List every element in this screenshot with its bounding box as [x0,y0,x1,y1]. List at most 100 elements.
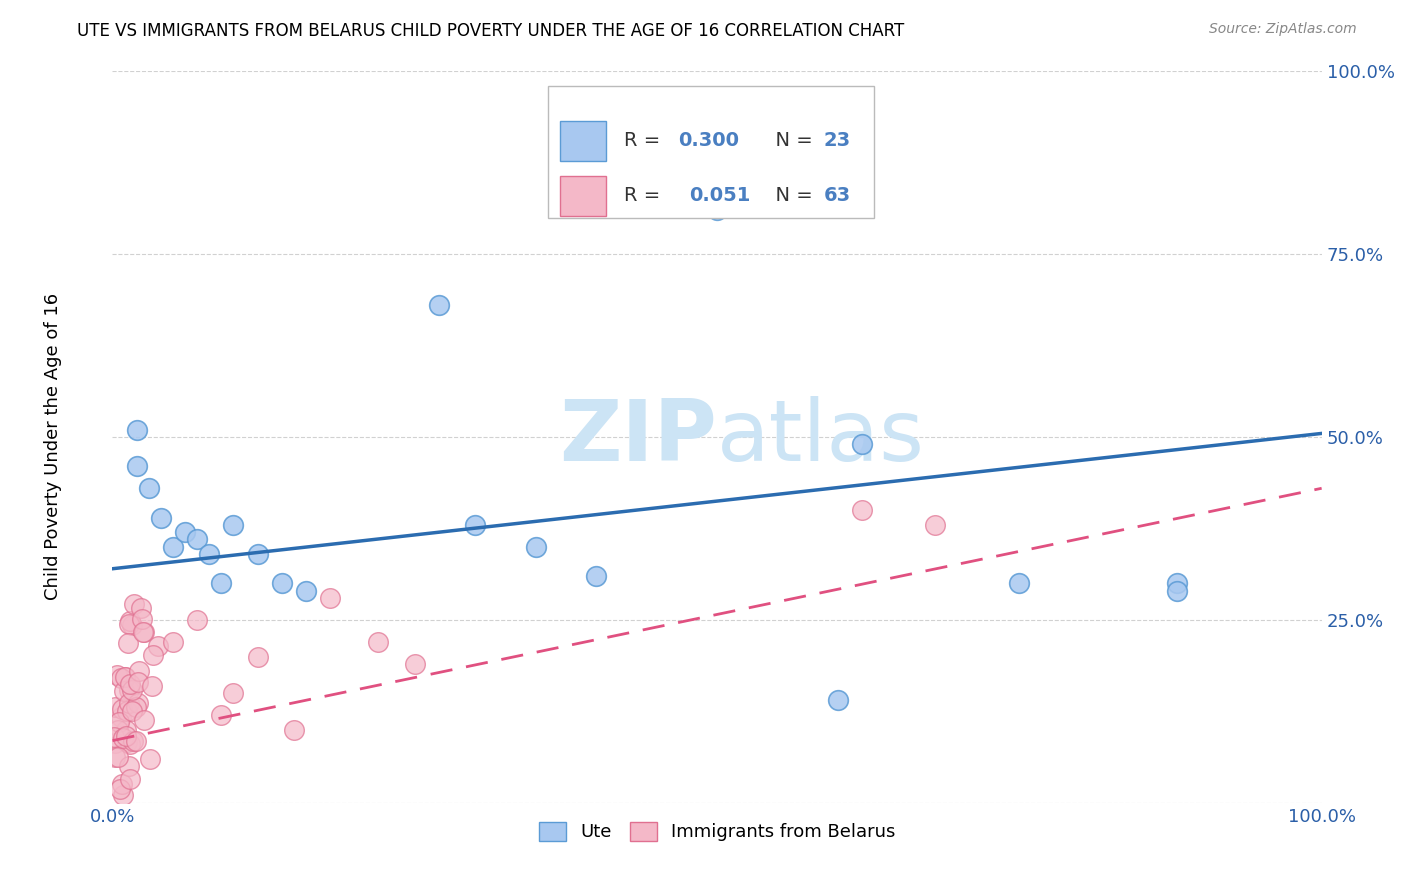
Point [162,635,184,649]
Text: Source: ZipAtlas.com: Source: ZipAtlas.com [1209,22,1357,37]
Point [121,704,143,718]
Point [104,700,127,714]
FancyBboxPatch shape [560,176,606,216]
Point [209,708,232,723]
Point [295,583,318,598]
Point [128,664,150,678]
Point [706,203,728,218]
Point [141,679,163,693]
Text: 23: 23 [824,131,851,151]
Point [149,510,172,524]
Point [186,613,208,627]
Point [115,723,138,738]
Point [107,714,129,729]
Point [367,635,389,649]
Point [142,648,165,663]
Point [107,750,129,764]
Point [114,670,136,684]
Point [104,750,127,764]
Point [115,735,138,749]
Point [110,709,132,723]
Point [125,459,148,474]
Point [125,423,148,437]
Point [131,612,153,626]
Point [246,649,269,664]
Point [107,723,129,738]
Point [118,759,141,773]
Point [118,683,141,698]
Point [127,675,149,690]
FancyBboxPatch shape [560,120,606,161]
Point [464,517,486,532]
Point [222,686,245,700]
Point [118,772,141,787]
Point [117,704,139,718]
Point [146,639,169,653]
Point [121,683,143,698]
Point [103,730,125,744]
Point [246,547,269,561]
Point [108,781,131,796]
Point [139,752,162,766]
Point [111,731,134,745]
Point [118,677,141,691]
Point [121,617,143,632]
FancyBboxPatch shape [548,86,875,218]
Text: Child Poverty Under the Age of 16: Child Poverty Under the Age of 16 [45,293,62,599]
Point [1008,576,1031,591]
Point [115,729,138,743]
Point [125,699,148,714]
Point [117,616,139,631]
Point [114,670,136,684]
Point [162,540,184,554]
Text: atlas: atlas [717,395,925,479]
Point [117,636,139,650]
Point [270,576,292,591]
Point [198,547,221,561]
Point [209,576,232,591]
Point [127,697,149,711]
Point [104,736,127,750]
Text: 0.051: 0.051 [689,186,751,205]
Point [118,696,141,710]
Point [134,713,156,727]
Point [111,702,134,716]
Text: R =: R = [624,186,672,205]
Point [129,601,152,615]
Point [125,734,148,748]
Point [112,683,135,698]
Text: N =: N = [763,131,820,151]
Point [1166,583,1188,598]
Point [105,668,128,682]
Point [138,481,160,495]
Text: 0.300: 0.300 [678,131,740,151]
Point [132,625,155,640]
Point [827,693,849,707]
Point [110,671,132,685]
Point [111,777,134,791]
Text: UTE VS IMMIGRANTS FROM BELARUS CHILD POVERTY UNDER THE AGE OF 16 CORRELATION CHA: UTE VS IMMIGRANTS FROM BELARUS CHILD POV… [77,22,904,40]
Point [524,540,547,554]
Text: N =: N = [763,186,820,205]
Legend: Ute, Immigrants from Belarus: Ute, Immigrants from Belarus [531,814,903,848]
Point [120,737,142,751]
Point [186,533,208,547]
Point [222,517,245,532]
Point [122,597,145,611]
Point [1166,576,1188,591]
Text: 63: 63 [824,186,851,205]
Point [851,503,873,517]
Point [118,614,141,628]
Point [404,657,426,671]
Point [122,734,145,748]
Point [585,569,607,583]
Point [174,525,197,540]
Text: ZIP: ZIP [560,395,717,479]
Text: R =: R = [624,131,666,151]
Point [924,517,946,532]
Point [427,298,450,312]
Point [283,723,305,737]
Point [319,591,342,605]
Point [851,437,873,451]
Point [134,624,156,639]
